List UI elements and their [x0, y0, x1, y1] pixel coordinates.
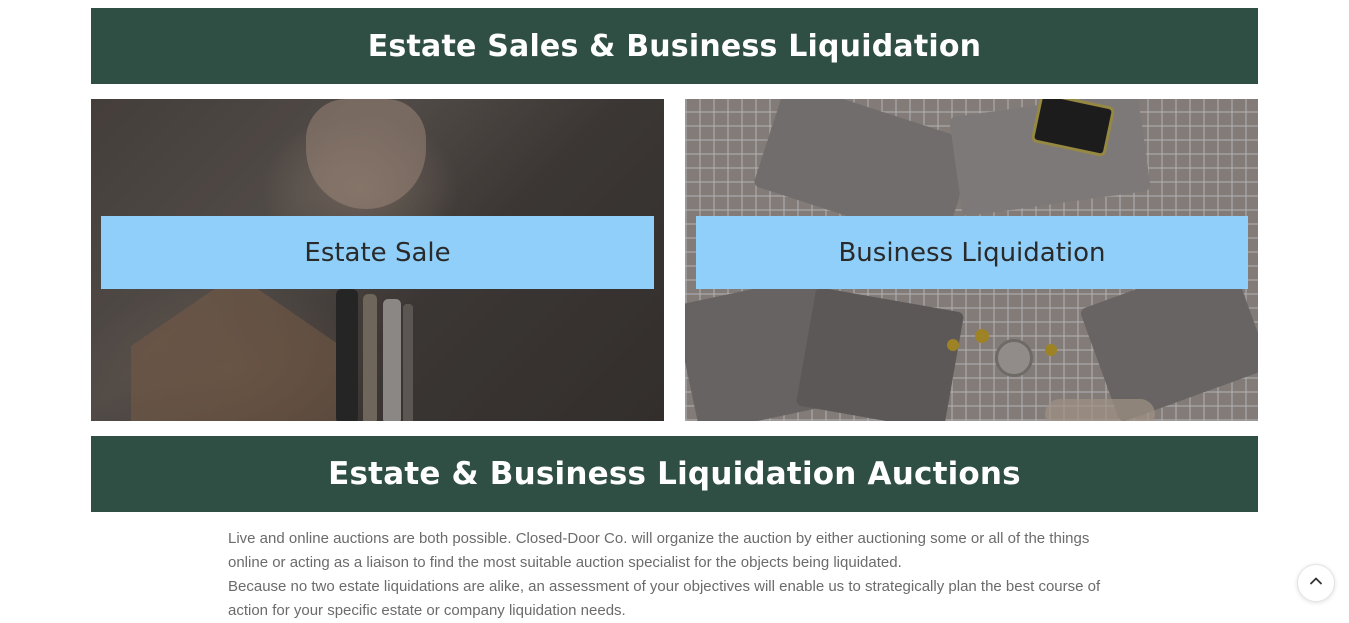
section-heading: Estate & Business Liquidation Auctions — [328, 456, 1021, 492]
business-liquidation-label[interactable]: Business Liquidation — [696, 216, 1248, 289]
estate-sale-label[interactable]: Estate Sale — [101, 216, 654, 289]
paragraph: Live and online auctions are both possib… — [228, 530, 1090, 571]
auctions-description: Live and online auctions are both possib… — [228, 527, 1128, 623]
section-banner-auctions: Estate & Business Liquidation Auctions — [91, 436, 1258, 512]
paragraph: Because no two estate liquidations are a… — [228, 578, 1101, 619]
business-liquidation-card[interactable]: Business Liquidation — [685, 99, 1258, 421]
section-heading: Estate Sales & Business Liquidation — [367, 28, 982, 64]
scroll-to-top-button[interactable] — [1297, 564, 1335, 602]
chevron-up-icon — [1309, 574, 1323, 593]
section-banner-estate-sales: Estate Sales & Business Liquidation — [91, 8, 1258, 84]
estate-sale-card[interactable]: Estate Sale — [91, 99, 664, 421]
